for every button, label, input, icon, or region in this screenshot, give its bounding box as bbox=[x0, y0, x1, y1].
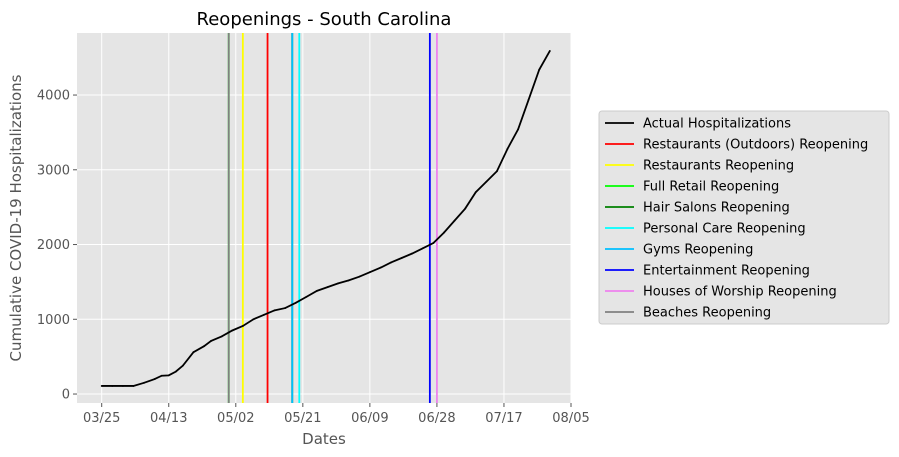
data-point bbox=[174, 370, 177, 373]
data-point bbox=[231, 329, 234, 332]
legend-label: Houses of Worship Reopening bbox=[643, 285, 837, 300]
data-point bbox=[111, 385, 114, 387]
data-point bbox=[485, 180, 488, 183]
data-point bbox=[453, 219, 456, 222]
data-point bbox=[548, 50, 551, 52]
x-tick-label: 06/28 bbox=[418, 411, 455, 426]
data-point bbox=[305, 295, 308, 298]
data-point bbox=[368, 271, 371, 274]
data-point bbox=[464, 207, 467, 210]
data-point bbox=[153, 378, 156, 380]
series-layer bbox=[100, 50, 551, 387]
data-point bbox=[273, 309, 276, 312]
data-point bbox=[203, 345, 205, 348]
data-point bbox=[496, 170, 498, 173]
data-point bbox=[390, 261, 392, 264]
data-point bbox=[252, 318, 255, 321]
data-point bbox=[143, 381, 145, 384]
data-point bbox=[358, 275, 361, 278]
x-tick-label: 07/17 bbox=[485, 411, 522, 426]
legend-label: Beaches Reopening bbox=[643, 306, 771, 321]
x-tick-labels: 03/25 04/13 05/02 05/21 06/09 06/28 07/17 08/05 bbox=[83, 403, 590, 426]
legend-label: Restaurants Reopening bbox=[643, 159, 794, 174]
data-point bbox=[121, 385, 124, 387]
legend-label: Hair Salons Reopening bbox=[643, 201, 790, 216]
data-point bbox=[337, 282, 340, 285]
data-point bbox=[241, 325, 244, 327]
x-tick-label: 05/02 bbox=[217, 411, 254, 426]
data-point bbox=[160, 374, 163, 377]
data-point bbox=[167, 374, 170, 377]
data-point bbox=[220, 335, 223, 338]
data-point bbox=[432, 242, 435, 244]
data-point bbox=[294, 301, 297, 304]
data-point bbox=[527, 98, 530, 101]
data-point bbox=[400, 257, 403, 259]
x-axis-title: Dates bbox=[302, 430, 346, 448]
data-point bbox=[210, 340, 212, 342]
x-tick-label: 05/21 bbox=[284, 411, 321, 426]
data-point bbox=[411, 252, 414, 255]
legend-label: Personal Care Reopening bbox=[643, 222, 806, 237]
x-tick-label: 06/09 bbox=[351, 411, 388, 426]
x-tick-label: 08/05 bbox=[552, 411, 589, 426]
data-point bbox=[506, 147, 509, 150]
data-point bbox=[181, 364, 184, 367]
y-tick-label: 4000 bbox=[37, 89, 70, 104]
legend-label: Gyms Reopening bbox=[643, 243, 753, 258]
plot-area bbox=[77, 33, 571, 403]
data-point bbox=[379, 266, 382, 269]
y-tick-label: 1000 bbox=[37, 313, 70, 328]
data-point bbox=[538, 68, 541, 71]
x-tick-label: 03/25 bbox=[83, 411, 120, 426]
data-point bbox=[326, 286, 329, 289]
legend-label: Full Retail Reopening bbox=[643, 180, 779, 195]
data-point bbox=[284, 307, 287, 309]
x-tick-label: 04/13 bbox=[150, 411, 187, 426]
reopening-lines bbox=[227, 33, 438, 403]
legend-label: Restaurants (Outdoors) Reopening bbox=[643, 138, 868, 153]
y-axis-title: Cumulative COVID-19 Hospitalizations bbox=[7, 74, 25, 361]
legend-label: Entertainment Reopening bbox=[643, 264, 810, 279]
chart-title: Reopenings - South Carolina bbox=[197, 9, 452, 30]
legend-label: Actual Hospitalizations bbox=[643, 117, 791, 132]
data-point bbox=[100, 385, 103, 387]
legend-box bbox=[598, 110, 890, 325]
y-tick-label: 0 bbox=[62, 388, 70, 403]
data-point bbox=[263, 313, 265, 316]
data-point bbox=[192, 351, 195, 354]
y-tick-label: 2000 bbox=[37, 238, 70, 253]
data-point bbox=[421, 247, 424, 250]
data-point bbox=[347, 279, 350, 282]
data-point bbox=[443, 231, 445, 234]
data-point bbox=[517, 128, 519, 131]
data-point bbox=[474, 191, 477, 194]
data-point bbox=[316, 289, 318, 292]
legend: Actual Hospitalizations Restaurants (Outd… bbox=[598, 110, 890, 325]
y-tick-labels: 0 1000 2000 3000 4000 bbox=[37, 89, 77, 403]
y-tick-label: 3000 bbox=[37, 163, 70, 178]
data-point bbox=[132, 385, 135, 387]
